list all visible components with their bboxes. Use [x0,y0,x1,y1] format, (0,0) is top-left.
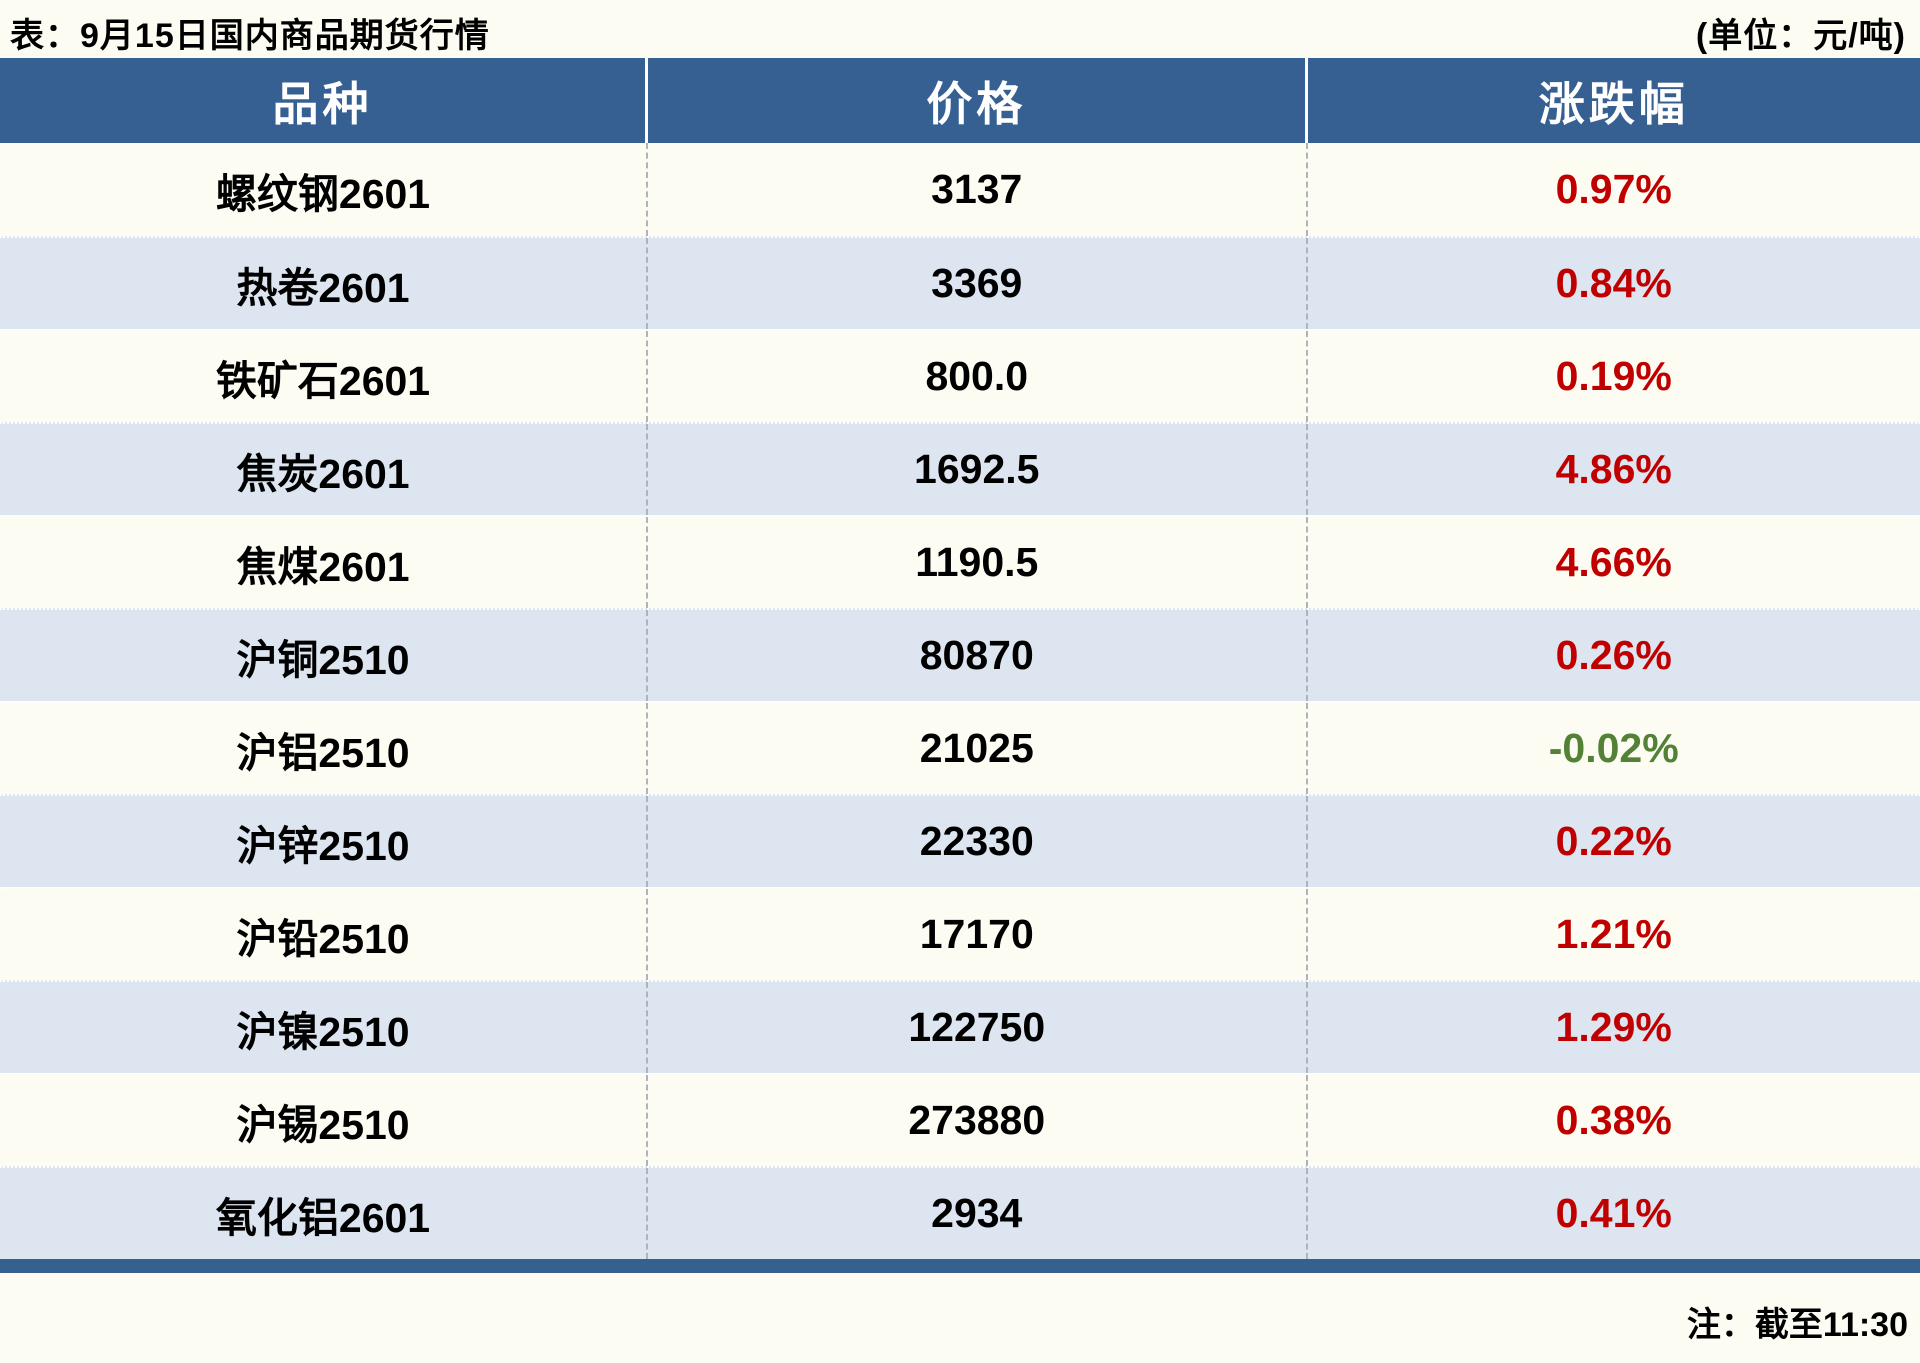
price-cell: 22330 [648,796,1308,887]
variety-cell: 沪铅2510 [0,889,648,980]
change-cell: 0.19% [1555,353,1672,399]
price-cell: 2934 [648,1168,1308,1259]
change-cell: -0.02% [1548,725,1679,771]
variety-cell: 氧化铝2601 [0,1168,648,1259]
price-cell: 1692.5 [648,424,1308,515]
footer-note: 注：截至11:30 [1686,1306,1908,1344]
price-cell: 1190.5 [648,517,1308,608]
price-cell: 122750 [648,982,1308,1073]
column-header-variety: 品种 [0,58,648,143]
variety-cell: 热卷2601 [0,238,648,329]
table-row: 铁矿石2601 800.0 0.19% [0,329,1920,422]
price-cell: 3137 [648,143,1308,236]
variety-cell: 焦煤2601 [0,517,648,608]
table-row: 沪镍2510 122750 1.29% [0,980,1920,1073]
price-cell: 273880 [648,1075,1308,1166]
table-row: 沪铜2510 80870 0.26% [0,608,1920,701]
footer: 注：截至11:30 [0,1273,1920,1346]
table-bottom-border [0,1259,1920,1273]
table-row: 氧化铝2601 2934 0.41% [0,1166,1920,1259]
title-bar: 表：9月15日国内商品期货行情 (单位：元/吨) [0,0,1920,58]
table-row: 热卷2601 3369 0.84% [0,236,1920,329]
change-cell: 0.84% [1555,260,1672,306]
column-header-change: 涨跌幅 [1538,77,1689,130]
table-row: 沪锌2510 22330 0.22% [0,794,1920,887]
table-header-row: 品种 价格 涨跌幅 [0,58,1920,143]
table-row: 焦煤2601 1190.5 4.66% [0,515,1920,608]
price-cell: 800.0 [648,331,1308,422]
change-cell: 4.86% [1555,446,1672,492]
table-title: 表：9月15日国内商品期货行情 [10,16,490,55]
change-cell: 0.41% [1555,1190,1672,1236]
change-cell: 0.22% [1555,818,1672,864]
table-row: 沪铝2510 21025 -0.02% [0,701,1920,794]
variety-cell: 沪铜2510 [0,610,648,701]
variety-cell: 沪锌2510 [0,796,648,887]
price-cell: 3369 [648,238,1308,329]
table-row: 焦炭2601 1692.5 4.86% [0,422,1920,515]
change-cell: 0.26% [1555,632,1672,678]
price-cell: 21025 [648,703,1308,794]
variety-cell: 沪铝2510 [0,703,648,794]
variety-cell: 螺纹钢2601 [0,143,648,236]
variety-cell: 沪锡2510 [0,1075,648,1166]
change-cell: 0.38% [1555,1097,1672,1143]
change-cell: 4.66% [1555,539,1672,585]
unit-label: (单位：元/吨) [1695,16,1906,55]
variety-cell: 沪镍2510 [0,982,648,1073]
table-row: 螺纹钢2601 3137 0.97% [0,143,1920,236]
price-cell: 80870 [648,610,1308,701]
variety-cell: 焦炭2601 [0,424,648,515]
change-cell: 1.29% [1555,1004,1672,1050]
futures-table: 品种 价格 涨跌幅 螺纹钢2601 3137 0.97% 热卷2601 3369… [0,58,1920,1273]
change-cell: 1.21% [1555,911,1672,957]
column-header-price: 价格 [648,58,1308,143]
change-cell: 0.97% [1555,166,1672,212]
price-cell: 17170 [648,889,1308,980]
table-row: 沪铅2510 17170 1.21% [0,887,1920,980]
variety-cell: 铁矿石2601 [0,331,648,422]
table-row: 沪锡2510 273880 0.38% [0,1073,1920,1166]
table-body: 螺纹钢2601 3137 0.97% 热卷2601 3369 0.84% 铁矿石… [0,143,1920,1259]
